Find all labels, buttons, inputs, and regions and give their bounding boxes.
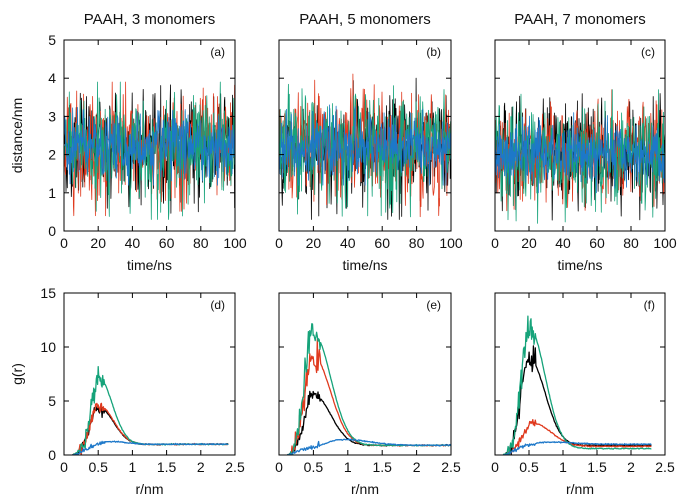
x-tick-label: 80 (193, 235, 209, 251)
y-tick-label: 5 (48, 32, 56, 48)
panel-title: PAAH, 5 monomers (299, 11, 430, 28)
x-tick-label: 80 (623, 235, 639, 251)
y-tick-label: 1 (48, 185, 56, 201)
plot-area (287, 323, 451, 455)
plot-frame (63, 39, 236, 232)
panel-f: 0 0.5 1 1.5 2 2.5 (f) r/nm (491, 292, 675, 497)
panel-b: 0 20 40 60 80 100 (b) PAAH, 5 monomers time/ns (275, 11, 463, 273)
panel-label: (f) (644, 298, 655, 312)
x-tick-label: 20 (521, 235, 537, 251)
x-tick-label: 40 (340, 235, 356, 251)
x-tick-label: 1.5 (372, 459, 392, 475)
x-tick-label: 20 (90, 235, 106, 251)
x-tick-label: 1 (344, 459, 352, 475)
x-tick-label: 0 (275, 235, 283, 251)
x-axis-label: time/ns (127, 257, 172, 273)
panel-label: (c) (641, 45, 655, 59)
y-tick-label: 2 (48, 147, 56, 163)
plot-frame (494, 292, 666, 456)
x-tick-label: 2 (627, 459, 635, 475)
x-tick-label: 0 (491, 235, 499, 251)
y-tick-label: 0 (48, 447, 56, 463)
x-tick-label: 0.5 (519, 459, 539, 475)
plot-area (279, 73, 451, 220)
panel-e: 0 0.5 1 1.5 2 2.5 (e) r/nm (275, 292, 461, 497)
x-axis-label: time/ns (557, 257, 602, 273)
series-black-line (503, 345, 652, 455)
x-tick-label: 40 (125, 235, 141, 251)
series-blue-line (495, 112, 665, 194)
plot-frame (63, 292, 236, 456)
x-tick-label: 100 (439, 235, 463, 251)
x-tick-label: 2.5 (225, 459, 245, 475)
series-blue-line (279, 104, 451, 186)
y-tick-label: 4 (48, 70, 56, 86)
x-tick-label: 0 (275, 459, 283, 475)
x-tick-label: 2.5 (655, 459, 675, 475)
x-tick-label: 1.5 (157, 459, 177, 475)
x-tick-label: 40 (555, 235, 571, 251)
x-tick-label: 0.5 (88, 459, 108, 475)
x-axis-label: time/ns (342, 257, 387, 273)
panel-a: 0 20 40 60 80 100 0 1 2 3 4 5 (a) PAAH, 3 monomers tim… (9, 11, 247, 273)
x-axis-label: r/nm (136, 481, 164, 497)
series-blue-line (64, 107, 235, 186)
y-tick-label: 3 (48, 108, 56, 124)
panel-label: (b) (426, 45, 441, 59)
plot-frame (278, 39, 452, 232)
x-tick-label: 20 (306, 235, 322, 251)
x-tick-label: 2 (197, 459, 205, 475)
y-axis-label: distance/nm (9, 98, 25, 173)
plot-frame (494, 39, 666, 232)
x-tick-label: 80 (409, 235, 425, 251)
plot-area (495, 89, 665, 224)
series-blue-line (72, 440, 229, 455)
x-tick-label: 0 (60, 459, 68, 475)
series-blue-line (287, 438, 451, 455)
plot-area (71, 366, 229, 455)
panel-label: (d) (210, 298, 225, 312)
panel-label: (e) (426, 298, 441, 312)
panel-title: PAAH, 7 monomers (514, 11, 645, 28)
y-axis-label: g(r) (9, 363, 25, 385)
x-tick-label: 0 (60, 235, 68, 251)
x-tick-label: 100 (223, 235, 247, 251)
x-tick-label: 0.5 (304, 459, 324, 475)
panel-label: (a) (210, 45, 225, 59)
x-tick-label: 60 (374, 235, 390, 251)
panel-d: 0 0.5 1 1.5 2 2.5 0 5 10 15 (d) r/nm g(r) (9, 285, 245, 497)
series-red-line (502, 418, 652, 455)
y-tick-label: 10 (40, 339, 56, 355)
x-tick-label: 0 (491, 459, 499, 475)
x-tick-label: 100 (653, 235, 677, 251)
panel-title: PAAH, 3 monomers (84, 11, 215, 28)
series-black-line (71, 405, 229, 455)
x-tick-label: 2.5 (441, 459, 461, 475)
x-tick-label: 2 (413, 459, 421, 475)
panel-c: 0 20 40 60 80 100 (c) PAAH, 7 monomers time/ns (491, 11, 677, 273)
x-axis-label: r/nm (351, 481, 379, 497)
plot-frame (278, 292, 452, 456)
series-green-line (287, 323, 451, 455)
plot-area (64, 81, 235, 220)
x-axis-label: r/nm (566, 481, 594, 497)
plot-area (502, 315, 652, 455)
y-tick-label: 0 (48, 223, 56, 239)
x-tick-label: 1.5 (587, 459, 607, 475)
series-red-line (72, 402, 229, 455)
x-tick-label: 1 (129, 459, 137, 475)
x-tick-label: 60 (589, 235, 605, 251)
series-blue-line (503, 441, 652, 455)
y-tick-label: 5 (48, 393, 56, 409)
series-green-line (502, 315, 652, 455)
x-tick-label: 60 (159, 235, 175, 251)
x-tick-label: 1 (559, 459, 567, 475)
y-tick-label: 15 (40, 285, 56, 301)
